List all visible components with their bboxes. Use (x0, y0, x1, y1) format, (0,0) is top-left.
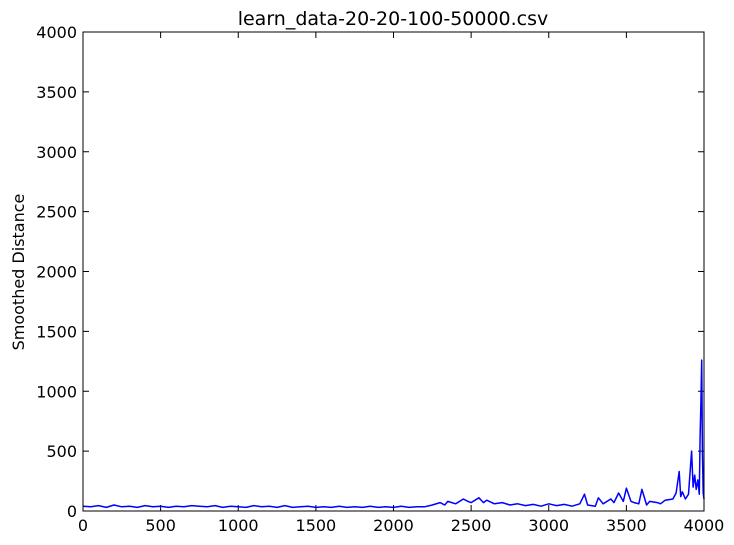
y-tick-label-8: 4000 (36, 23, 77, 42)
y-tick-label-6: 3000 (36, 143, 77, 162)
plot-frame (82, 31, 705, 512)
y-tick-label-1: 500 (46, 442, 77, 461)
chart-title: learn_data-20-20-100-50000.csv (238, 8, 549, 30)
x-tick-label-6: 3000 (528, 516, 569, 535)
x-tick-label-8: 4000 (684, 516, 725, 535)
x-tick-labels: 0 500 1000 1500 2000 2500 3000 3500 4000 (78, 516, 724, 535)
plot-area (83, 32, 704, 511)
y-tick-labels: 0 500 1000 1500 2000 2500 3000 3500 4000 (36, 23, 77, 521)
y-tick-label-2: 1000 (36, 382, 77, 401)
y-tick-label-5: 2500 (36, 203, 77, 222)
x-tick-label-2: 1000 (218, 516, 259, 535)
y-axis-label: Smoothed Distance (9, 194, 28, 351)
x-tick-label-4: 2000 (373, 516, 414, 535)
x-tick-label-0: 0 (78, 516, 88, 535)
x-tick-label-1: 500 (145, 516, 176, 535)
x-tick-label-5: 2500 (451, 516, 492, 535)
y-tick-label-0: 0 (67, 502, 77, 521)
y-tick-label-3: 1500 (36, 322, 77, 341)
x-tick-label-7: 3500 (606, 516, 647, 535)
y-tick-label-4: 2000 (36, 263, 77, 282)
y-tick-label-7: 3500 (36, 83, 77, 102)
series-lines (82, 359, 705, 509)
series-line-0 (82, 359, 705, 509)
x-tick-label-3: 1500 (296, 516, 337, 535)
